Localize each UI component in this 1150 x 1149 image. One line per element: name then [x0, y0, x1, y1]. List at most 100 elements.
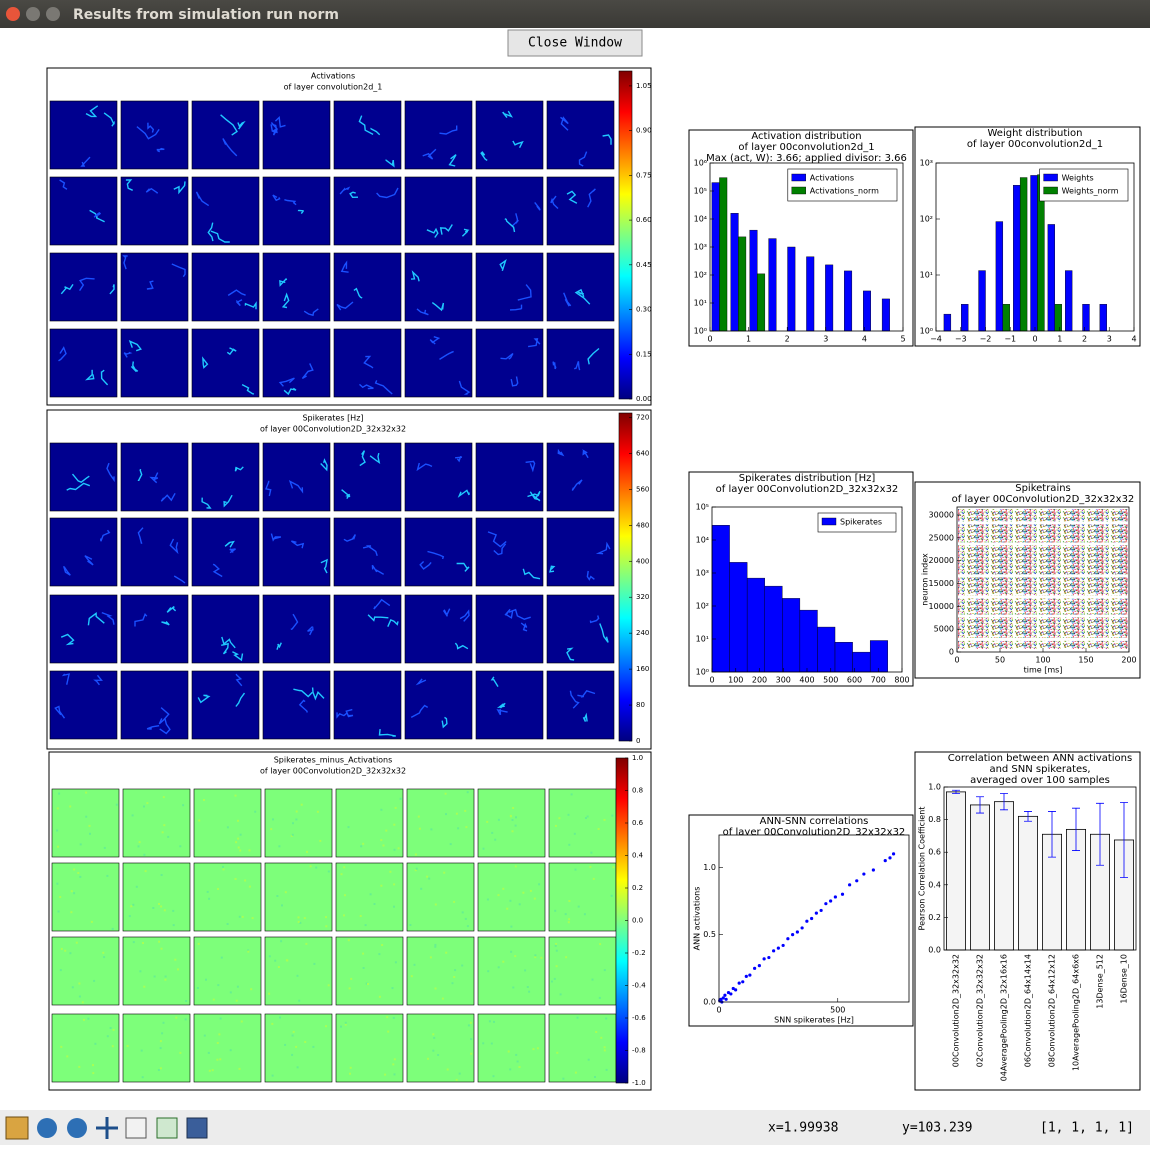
feature-texture [393, 823, 396, 826]
feature-stroke [301, 363, 314, 380]
feature-map [262, 442, 331, 512]
feature-stroke [134, 612, 148, 627]
button-frame[interactable] [507, 29, 643, 57]
minimize-icon[interactable] [26, 7, 40, 21]
feature-stroke [161, 621, 170, 626]
feature-texture [378, 953, 381, 956]
feature-texture [88, 824, 91, 827]
pan-icon[interactable] [96, 1117, 118, 1139]
plot-area [944, 787, 1136, 951]
feature-texture [78, 995, 81, 998]
feature-texture [158, 940, 161, 943]
feature-texture [217, 984, 220, 987]
feature-texture [182, 804, 185, 807]
feature-stroke [362, 545, 378, 557]
feature-texture [164, 975, 167, 978]
feature-texture [394, 961, 397, 964]
colorbar-tick-label: 1.05 [636, 82, 652, 90]
feature-texture [248, 885, 251, 888]
bar [994, 801, 1015, 951]
y-tick-label: 0 [949, 648, 954, 657]
histogram-bar [746, 577, 765, 673]
feature-stroke [374, 380, 393, 395]
feature-stroke [442, 608, 451, 617]
zoom-icon[interactable] [125, 1117, 147, 1139]
feature-map [477, 788, 546, 858]
feature-stroke [459, 609, 470, 622]
chart-title: averaged over 100 samples [970, 775, 1110, 786]
feature-stroke [426, 227, 439, 238]
feature-texture [219, 1058, 222, 1061]
close-icon[interactable] [6, 7, 20, 21]
feature-stroke [311, 687, 325, 701]
scatter-point [767, 955, 771, 960]
feature-stroke [274, 116, 286, 128]
feature-stroke [146, 280, 154, 290]
feature-stroke [587, 188, 596, 208]
forward-icon[interactable] [67, 1118, 87, 1138]
configure-icon[interactable] [156, 1117, 178, 1139]
feature-stroke [574, 288, 591, 305]
legend-swatch [791, 173, 806, 182]
chart-title: and SNN spikerates, [989, 764, 1090, 775]
home-icon[interactable] [5, 1116, 29, 1140]
error-bar [1120, 802, 1128, 878]
feature-texture [306, 850, 308, 853]
feature-texture [410, 975, 413, 978]
feature-texture [573, 832, 576, 835]
feature-map [191, 670, 260, 740]
feature-map [191, 442, 260, 512]
feature-stroke [512, 140, 524, 149]
feature-stroke [504, 218, 516, 233]
chart-title: Max (act, W): 3.66; applied divisor: 3.6… [706, 153, 907, 164]
feature-texture [305, 942, 308, 945]
feature-texture [595, 1031, 598, 1033]
feature-stroke [429, 336, 441, 345]
plot-area [957, 507, 1129, 652]
feature-texture [313, 962, 316, 965]
save-icon[interactable] [186, 1117, 208, 1139]
feature-stroke [237, 120, 246, 130]
feature-stroke [279, 277, 288, 287]
feature-stroke [232, 651, 244, 662]
scatter-point [891, 852, 896, 856]
feature-texture [340, 873, 343, 876]
button-label[interactable]: Close Window [528, 36, 622, 51]
feature-texture [347, 939, 350, 942]
x-tick-label: 3 [1107, 335, 1112, 344]
feature-texture [226, 923, 229, 925]
feature-texture [380, 884, 383, 887]
feature-texture [106, 874, 109, 877]
chart-title: Spikerates distribution [Hz] [739, 473, 876, 484]
scatter-point [781, 943, 785, 948]
feature-texture [461, 964, 464, 967]
back-icon[interactable] [37, 1118, 57, 1138]
close-button[interactable]: Close Window [507, 29, 643, 57]
feature-texture [85, 815, 88, 818]
feature-texture [102, 951, 105, 954]
feature-stroke [61, 673, 71, 685]
feature-texture [592, 877, 595, 880]
colorbar-tick-label: -1.0 [632, 1079, 646, 1087]
legend-swatch [1043, 173, 1058, 182]
toolbar-icons [5, 1116, 208, 1140]
feature-stroke [125, 179, 133, 191]
feature-texture [79, 843, 82, 846]
feature-texture [457, 827, 460, 830]
feature-texture [350, 977, 353, 980]
feature-stroke [137, 527, 144, 545]
feature-texture [268, 955, 271, 958]
x-tick-label: 150 [1078, 656, 1093, 665]
feature-stroke [235, 692, 246, 707]
legend-frame [817, 512, 897, 533]
heatmap-panel: Activations of layer convolution2d_1 0.00 0… [46, 67, 652, 406]
legend-swatch [821, 517, 837, 526]
feature-texture [453, 976, 456, 978]
feature-texture [349, 1072, 351, 1075]
maximize-icon[interactable] [46, 7, 60, 21]
scatter-point [862, 872, 866, 876]
feature-texture [344, 1023, 347, 1026]
feature-texture [57, 910, 60, 913]
feature-stroke [359, 383, 374, 390]
